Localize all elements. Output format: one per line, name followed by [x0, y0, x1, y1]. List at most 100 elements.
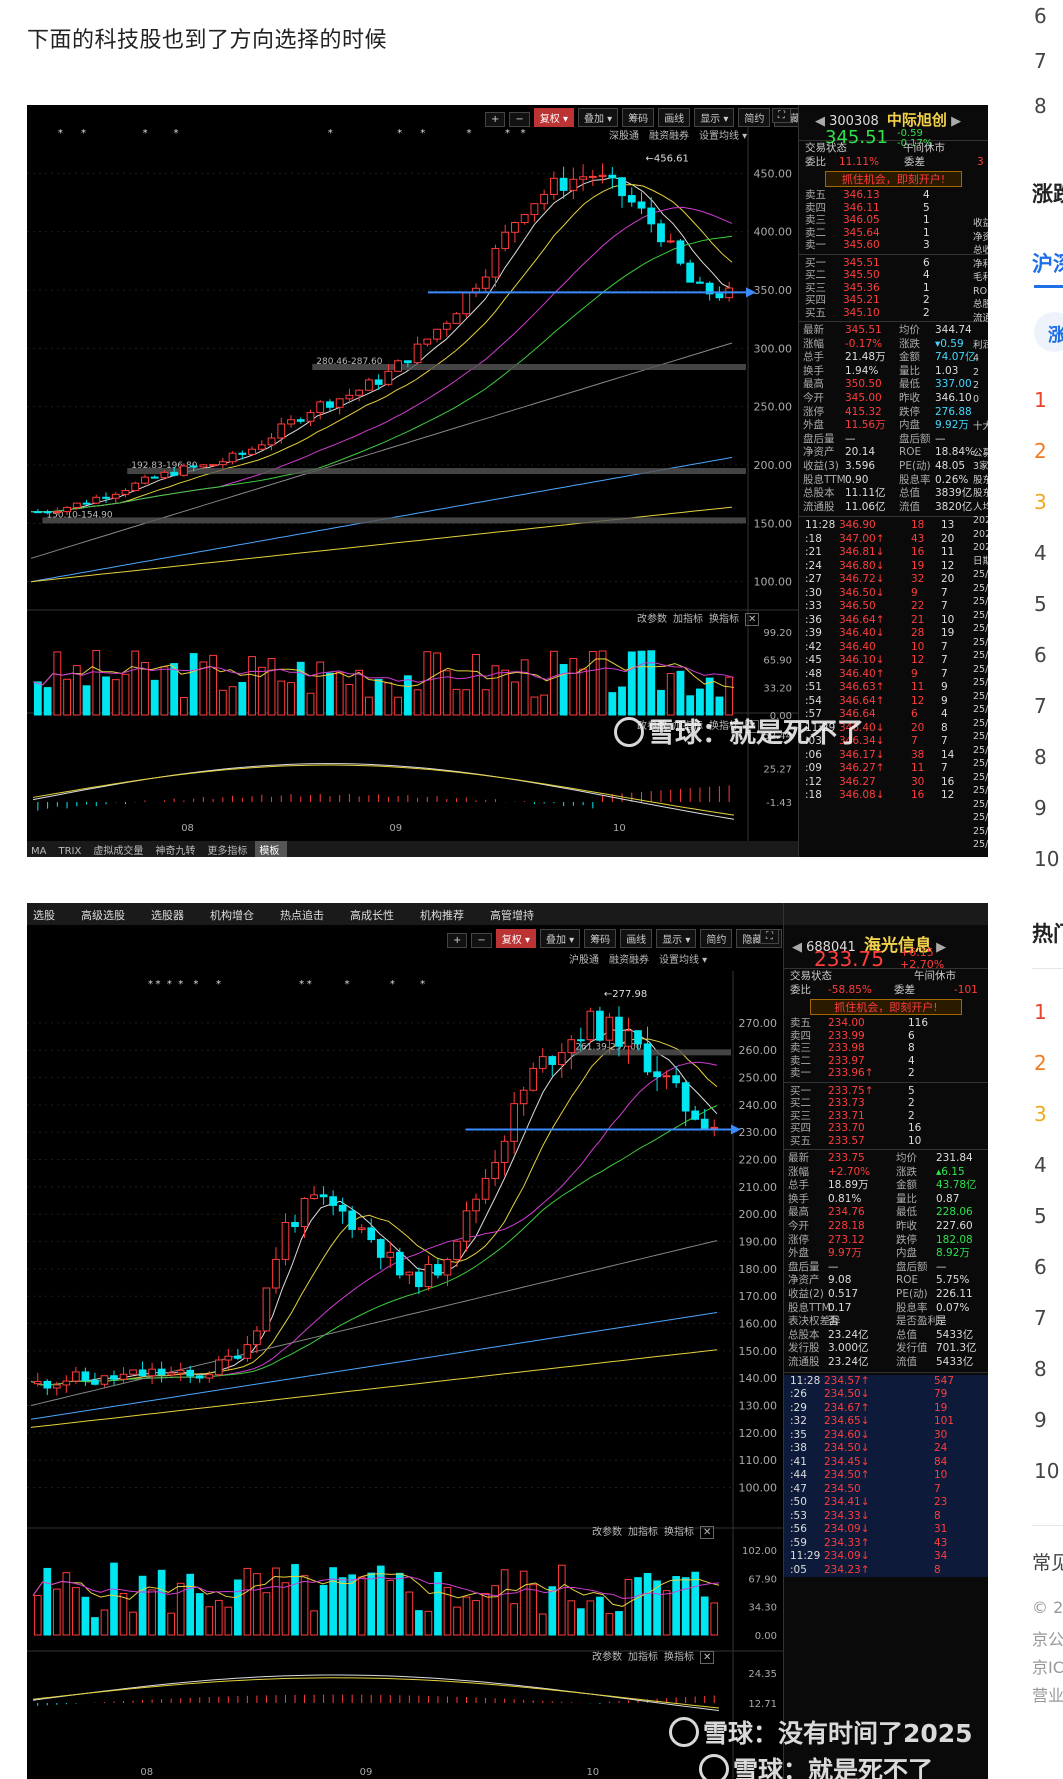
toolbar-btn-3[interactable]: 叠加 ▾	[577, 108, 619, 127]
volume-bar	[481, 689, 490, 716]
sublink-2[interactable]: 设置均线 ▾	[699, 131, 748, 142]
toolbar2-btn-7[interactable]: 简约	[700, 929, 733, 948]
indicator-tab-4[interactable]: 更多指标	[207, 846, 248, 857]
date-tick: 08	[181, 823, 194, 834]
candle-body	[672, 1075, 680, 1084]
volume-bar	[329, 1567, 337, 1636]
candle-body	[529, 1067, 538, 1091]
volume-bar	[491, 665, 500, 716]
toolbar2-btn-3[interactable]: 叠加 ▾	[539, 929, 581, 948]
next-stock-icon-2[interactable]: ▶	[936, 940, 947, 955]
indicator-tab-3[interactable]: 神奇九转	[155, 846, 196, 857]
price-tick: 300.00	[754, 342, 793, 355]
toolbar2-btn-6[interactable]: 显示 ▾	[656, 929, 697, 948]
close-icon[interactable]: ✕	[745, 720, 760, 733]
next-stock-icon[interactable]: ▶	[951, 114, 962, 129]
volume-bar	[453, 1606, 461, 1636]
subtool-1[interactable]: 加指标	[673, 614, 703, 625]
candle-body	[326, 401, 334, 408]
subtool-0[interactable]: 改参数	[592, 1652, 622, 1663]
volume-bar	[248, 656, 256, 716]
close-icon[interactable]: ✕	[700, 1651, 715, 1664]
stat-row: 流通股 11.06亿 流值 3820亿	[803, 500, 973, 513]
candle-body	[384, 370, 393, 385]
picker-tab-2[interactable]: 选股器	[151, 909, 184, 922]
footer-text: 京公	[1032, 1630, 1063, 1649]
quote-panel-2: ◀ 688041 海光信息 ▶ 233.75 +6.15 +2.70% 交易状态午…	[783, 903, 988, 1779]
picker-tab-3[interactable]: 机构增仓	[210, 909, 254, 922]
volume-bar	[180, 697, 188, 716]
toolbar2-btn-2[interactable]: 复权 ▾	[495, 929, 536, 948]
sublink-1[interactable]: 融资融券	[609, 955, 649, 966]
subtool-2[interactable]: 换指标	[709, 721, 739, 732]
picker-tab-0[interactable]: 选股	[33, 909, 55, 922]
picker-tab-4[interactable]: 热点追击	[280, 909, 324, 922]
fullscreen-icon[interactable]: ⛶	[772, 108, 795, 123]
sublink-2[interactable]: 设置均线 ▾	[659, 955, 708, 966]
toolbar-btn-2[interactable]: 复权 ▾	[533, 108, 574, 127]
subtool-1[interactable]: 加指标	[673, 721, 703, 732]
open-account-ad[interactable]: 抓住机会，即刻开户!	[825, 171, 962, 187]
volume-bar	[287, 682, 295, 716]
subtool-0[interactable]: 改参数	[637, 614, 667, 625]
sublink-1[interactable]: 融资融券	[649, 131, 689, 142]
picker-tab-6[interactable]: 机构推荐	[420, 909, 464, 922]
order-row: 买三 233.71 2	[790, 1109, 915, 1122]
price-tick: 200.00	[754, 459, 793, 472]
stat-row: 净资产 9.08 ROE 5.75%	[788, 1274, 970, 1287]
candle-body	[615, 1016, 623, 1047]
toolbar2-btn-1[interactable]: −	[471, 933, 492, 948]
toolbar2-btn-5[interactable]: 画线	[620, 929, 653, 948]
price-tick: 270.00	[739, 1017, 778, 1030]
sublink-0[interactable]: 沪股通	[569, 955, 599, 966]
volume-tick: 99.20	[763, 628, 792, 639]
filter-pill[interactable]: 涨	[1034, 312, 1063, 352]
toolbar-btn-0[interactable]: +	[485, 112, 506, 127]
rank-number: 8	[1034, 1357, 1047, 1381]
candle-body	[355, 389, 364, 396]
toolbar-btn-4[interactable]: 筹码	[622, 108, 655, 127]
volume-bar	[209, 654, 218, 716]
prev-stock-icon-2[interactable]: ◀	[792, 940, 807, 955]
candle-body	[33, 511, 42, 514]
indicator-tab-0[interactable]: MA	[31, 846, 47, 857]
rank-number: 2	[1034, 439, 1047, 463]
indicator-tab-2[interactable]: 虚拟成交量	[93, 846, 144, 857]
trade-row: :51 346.63↑ 11 9	[805, 681, 948, 694]
picker-tab-1[interactable]: 高级选股	[81, 909, 125, 922]
subtool-1[interactable]: 加指标	[628, 1527, 658, 1538]
close-icon[interactable]: ✕	[745, 613, 760, 626]
toolbar-btn-5[interactable]: 画线	[658, 108, 691, 127]
subtool-2[interactable]: 换指标	[664, 1652, 694, 1663]
candle-body	[306, 412, 315, 422]
fullscreen-icon-2[interactable]: ⛶	[760, 929, 783, 944]
toolbar-btn-7[interactable]: 简约	[738, 108, 771, 127]
subtool-2[interactable]: 换指标	[709, 614, 739, 625]
picker-tab-7[interactable]: 高管增持	[490, 909, 534, 922]
order-row: 买五 345.10 2	[805, 306, 930, 319]
prev-stock-icon[interactable]: ◀	[815, 114, 830, 129]
toolbar-btn-1[interactable]: −	[509, 112, 530, 127]
open-account-ad-2[interactable]: 抓住机会，即刻开户!	[810, 999, 962, 1015]
subtool-0[interactable]: 改参数	[637, 721, 667, 732]
close-icon[interactable]: ✕	[700, 1526, 715, 1539]
toolbar2-btn-0[interactable]: +	[447, 933, 468, 948]
volume-bar	[150, 679, 159, 716]
subtool-2[interactable]: 换指标	[664, 1527, 694, 1538]
picker-tab-5[interactable]: 高成长性	[350, 909, 394, 922]
subtool-1[interactable]: 加指标	[628, 1652, 658, 1663]
trade-row: :27 346.72↓ 32 20	[805, 573, 955, 586]
toolbar-btn-6[interactable]: 显示 ▾	[694, 108, 735, 127]
market-tab[interactable]: 沪深	[1032, 252, 1063, 276]
candle-body	[157, 1368, 166, 1376]
kline-chart-2[interactable]: 270.00 260.00 250.00 240.00 230.00 220.00 210.…	[27, 903, 783, 1779]
subtool-0[interactable]: 改参数	[592, 1527, 622, 1538]
kline-chart-1[interactable]: 450.00 400.00 350.00 300.00 250.00 200.00 150.…	[27, 105, 798, 857]
toolbar2-btn-4[interactable]: 筹码	[584, 929, 617, 948]
indicator-tab-5[interactable]: 模板	[255, 841, 288, 857]
volume-bar	[530, 696, 539, 716]
sublink-0[interactable]: 深股通	[609, 131, 639, 142]
indicator-tab-1[interactable]: TRIX	[58, 846, 82, 857]
volume-bar	[605, 1613, 614, 1636]
volume-bar	[696, 688, 704, 716]
